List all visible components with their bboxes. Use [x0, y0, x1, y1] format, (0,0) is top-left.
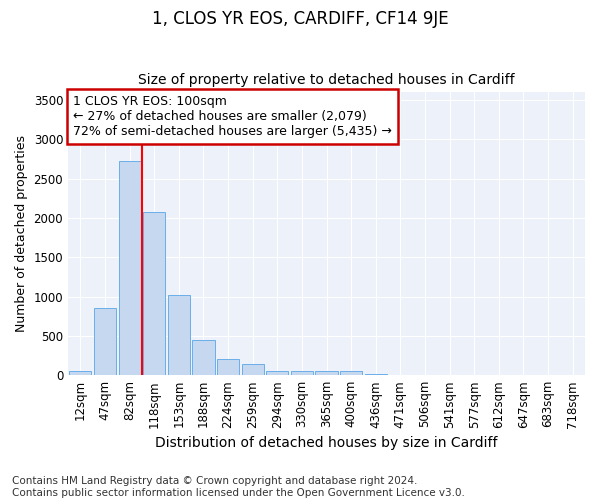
X-axis label: Distribution of detached houses by size in Cardiff: Distribution of detached houses by size …	[155, 436, 498, 450]
Bar	[242, 364, 264, 375]
Bar	[168, 295, 190, 375]
Bar	[94, 308, 116, 375]
Bar	[340, 372, 362, 375]
Bar	[365, 374, 387, 375]
Text: 1, CLOS YR EOS, CARDIFF, CF14 9JE: 1, CLOS YR EOS, CARDIFF, CF14 9JE	[152, 10, 448, 28]
Bar	[316, 372, 338, 375]
Text: Contains HM Land Registry data © Crown copyright and database right 2024.
Contai: Contains HM Land Registry data © Crown c…	[12, 476, 465, 498]
Bar	[291, 372, 313, 375]
Text: 1 CLOS YR EOS: 100sqm
← 27% of detached houses are smaller (2,079)
72% of semi-d: 1 CLOS YR EOS: 100sqm ← 27% of detached …	[73, 95, 392, 138]
Bar	[193, 340, 215, 375]
Bar	[69, 371, 91, 375]
Y-axis label: Number of detached properties: Number of detached properties	[15, 136, 28, 332]
Title: Size of property relative to detached houses in Cardiff: Size of property relative to detached ho…	[138, 73, 515, 87]
Bar	[143, 212, 165, 375]
Bar	[266, 372, 289, 375]
Bar	[217, 358, 239, 375]
Bar	[119, 160, 140, 375]
